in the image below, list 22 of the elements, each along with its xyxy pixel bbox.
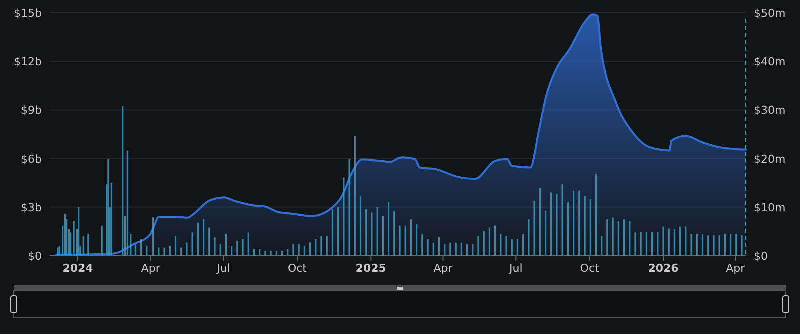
x-tick-label: 2026 — [648, 262, 680, 275]
y2-tick-label: $10m — [754, 201, 786, 214]
x-tick-label: 2025 — [356, 262, 386, 275]
x-tick-label: Apr — [141, 262, 161, 275]
y-tick-label: $6b — [21, 152, 42, 166]
y2-tick-label: $0 — [754, 250, 768, 263]
x-tick-label: Jul — [508, 262, 523, 275]
y2-tick-label: $50m — [754, 7, 786, 20]
y2-tick-label: $40m — [754, 56, 786, 69]
x-tick-label: Jul — [216, 262, 230, 275]
y-tick-label: $9b — [21, 104, 42, 118]
x-tick-label: Apr — [726, 262, 746, 275]
y2-tick-label: $30m — [754, 104, 786, 118]
y2-tick-label: $20m — [754, 152, 786, 166]
y-tick-label: $12b — [14, 56, 42, 69]
x-tick-label: Apr — [434, 262, 454, 275]
x-tick-label: Oct — [288, 262, 308, 275]
y-tick-label: $3b — [21, 201, 42, 214]
y-tick-label: $0 — [28, 250, 42, 263]
x-tick-label: 2024 — [62, 262, 94, 275]
x-tick-label: Oct — [580, 262, 600, 275]
y-tick-label: $15b — [14, 7, 42, 20]
